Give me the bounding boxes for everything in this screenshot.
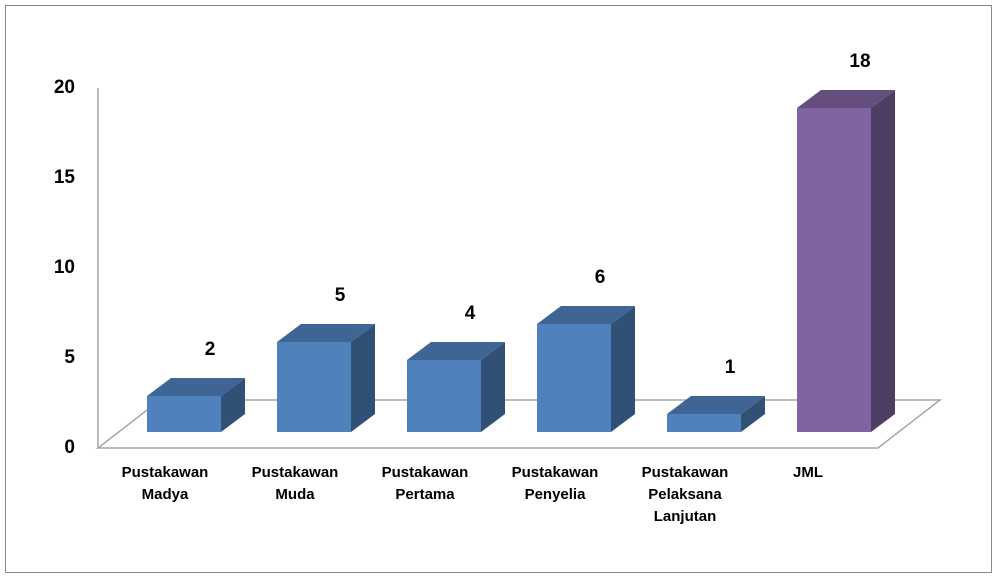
y-tick-label: 15 [54, 167, 76, 188]
y-tick-label: 0 [64, 437, 75, 458]
bar [277, 342, 351, 432]
bar-top [667, 396, 765, 414]
y-tick-label: 5 [64, 347, 75, 368]
bar-top [797, 90, 895, 108]
bar-side [351, 324, 375, 432]
x-tick-label: Pustakawan Pertama [381, 464, 469, 503]
data-label: 4 [465, 303, 476, 324]
bar [667, 414, 741, 432]
y-tick-label: 20 [54, 77, 75, 98]
data-label: 6 [595, 267, 606, 288]
bar [537, 324, 611, 432]
bar-side [481, 342, 505, 432]
bar-top [537, 306, 635, 324]
data-label: 5 [335, 285, 346, 306]
bar-side [741, 396, 765, 432]
data-label: 1 [725, 357, 736, 378]
bar-top [277, 324, 375, 342]
x-tick-label: Pustakawan Madya [121, 464, 209, 503]
y-tick-label: 10 [54, 257, 75, 278]
bar-side [611, 306, 635, 432]
bar [797, 108, 871, 432]
bar-side [871, 90, 895, 432]
data-label: 18 [849, 51, 870, 72]
floor [95, 399, 943, 449]
bar-top [147, 378, 245, 396]
x-tick-label: Pustakawan Penyelia [511, 464, 599, 503]
x-tick-label: Pustakawan Pelaksana Lanjutan [641, 464, 729, 525]
bar [147, 396, 221, 432]
data-label: 2 [205, 339, 216, 360]
bar [407, 360, 481, 432]
x-tick-label: Pustakawan Muda [251, 464, 339, 503]
bar-top [407, 342, 505, 360]
x-tick-label: JML [793, 464, 823, 481]
